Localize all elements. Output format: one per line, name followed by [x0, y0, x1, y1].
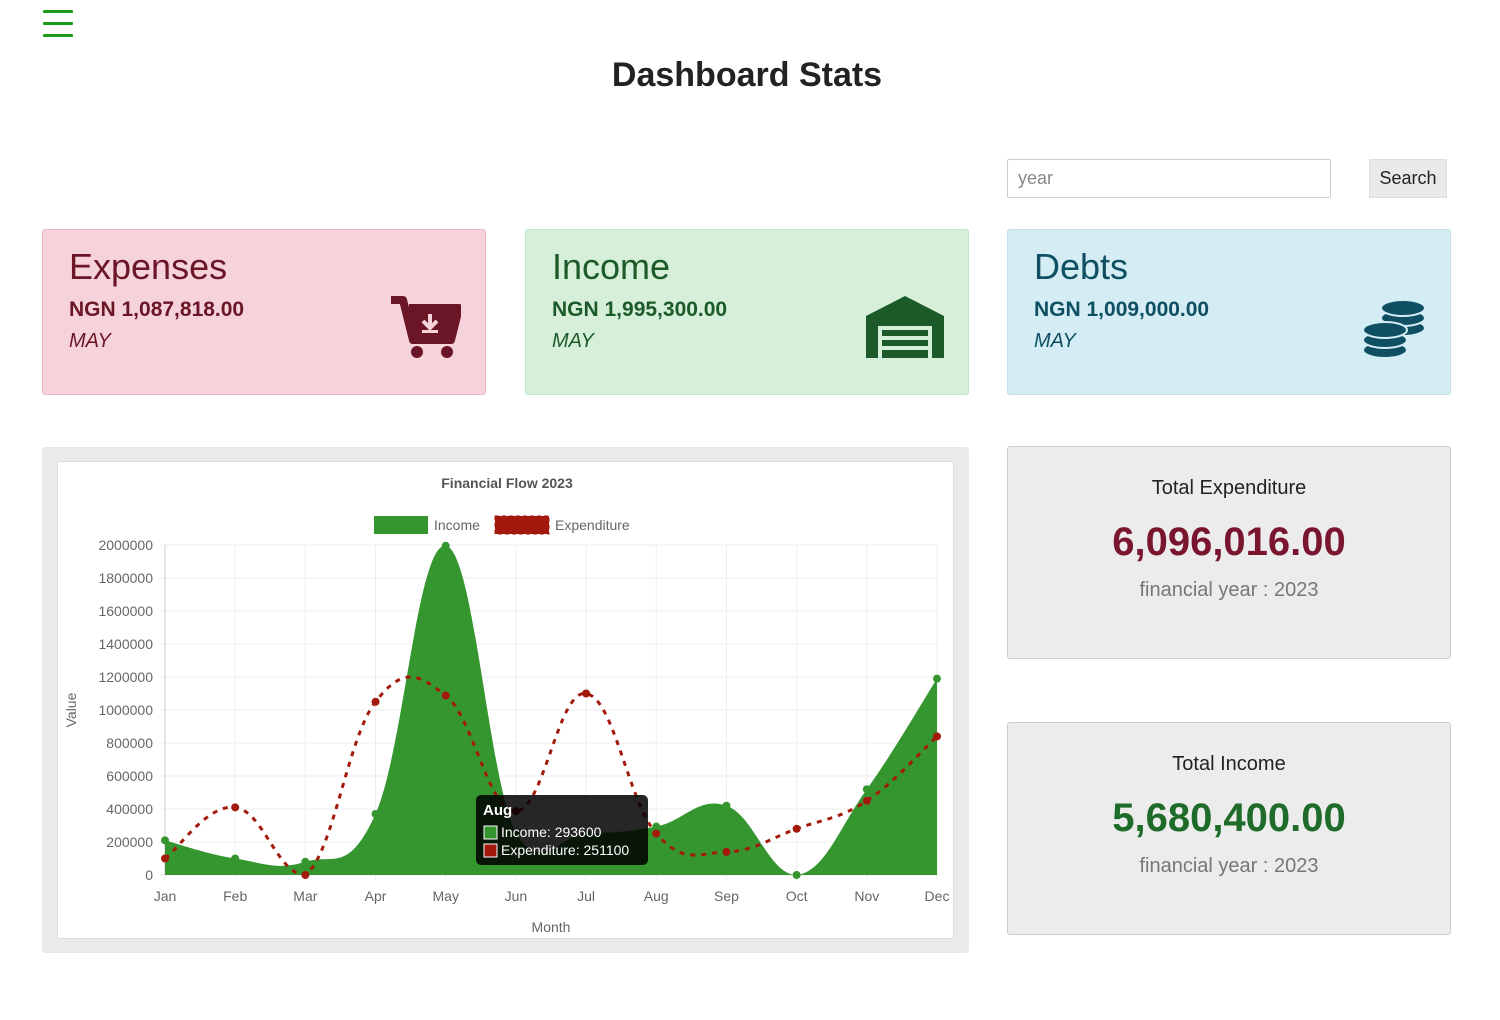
expenditure-point[interactable] — [161, 854, 169, 863]
total-income-panel: Total Income 5,680,400.00 financial year… — [1007, 722, 1451, 935]
warehouse-icon — [866, 296, 944, 358]
y-tick-label: 1800000 — [98, 570, 153, 586]
x-tick-label: Apr — [365, 888, 387, 904]
y-tick-label: 600000 — [106, 768, 153, 784]
total-expenditure-panel: Total Expenditure 6,096,016.00 financial… — [1007, 446, 1451, 659]
income-point[interactable] — [231, 854, 240, 863]
expenditure-point[interactable] — [582, 689, 591, 698]
expenses-card: Expenses NGN 1,087,818.00 MAY — [42, 229, 486, 395]
y-tick-label: 1200000 — [98, 669, 153, 685]
y-tick-label: 1600000 — [98, 603, 153, 619]
legend-income-label[interactable]: Income — [434, 517, 480, 533]
x-axis-label: Month — [532, 919, 571, 935]
search-button[interactable]: Search — [1369, 159, 1447, 198]
coins-icon — [1363, 299, 1426, 359]
income-point[interactable] — [371, 809, 380, 818]
chart-tooltip: Aug Income: 293600 Expenditure: 251100 — [476, 795, 648, 865]
income-card: Income NGN 1,995,300.00 MAY — [525, 229, 969, 395]
x-tick-label: Sep — [714, 888, 739, 904]
legend-expenditure-label[interactable]: Expenditure — [555, 517, 630, 533]
income-point[interactable] — [441, 541, 450, 550]
stat-value: 5,680,400.00 — [1112, 796, 1346, 840]
stat-title: Total Expenditure — [1151, 477, 1307, 499]
cart-download-icon — [391, 296, 461, 358]
expenditure-point[interactable] — [722, 847, 731, 856]
tooltip-expenditure: Expenditure: 251100 — [501, 842, 629, 858]
expenditure-point[interactable] — [862, 796, 871, 805]
income-point[interactable] — [792, 871, 801, 879]
x-tick-label: Jun — [505, 888, 528, 904]
legend-expenditure-swatch[interactable] — [494, 515, 550, 535]
y-axis-label: Value — [63, 692, 79, 727]
debts-card: Debts NGN 1,009,000.00 MAY — [1007, 229, 1451, 395]
income-point[interactable] — [862, 785, 871, 794]
income-point[interactable] — [161, 836, 169, 845]
expenditure-point[interactable] — [652, 829, 661, 838]
income-point[interactable] — [652, 822, 661, 831]
stat-title: Total Income — [1172, 753, 1286, 775]
y-tick-label: 0 — [145, 867, 153, 883]
expenditure-point[interactable] — [301, 871, 310, 879]
expenditure-point[interactable] — [441, 691, 450, 700]
x-tick-label: Nov — [854, 888, 879, 904]
stat-subtitle: financial year : 2023 — [1139, 579, 1319, 601]
card-month: MAY — [552, 330, 594, 352]
card-value: NGN 1,995,300.00 — [552, 298, 728, 321]
y-tick-label: 800000 — [106, 735, 153, 751]
card-value: NGN 1,087,818.00 — [69, 298, 245, 321]
stat-value: 6,096,016.00 — [1112, 520, 1346, 564]
stat-subtitle: financial year : 2023 — [1139, 855, 1319, 877]
x-tick-label: Feb — [223, 888, 247, 904]
year-search-input[interactable] — [1007, 159, 1331, 198]
y-tick-label: 1000000 — [98, 702, 153, 718]
income-area — [165, 545, 937, 875]
y-tick-label: 400000 — [106, 801, 153, 817]
legend-income-swatch[interactable] — [374, 516, 428, 534]
tooltip-income: Income: 293600 — [501, 824, 602, 840]
income-point[interactable] — [933, 674, 941, 683]
y-tick-label: 200000 — [106, 834, 153, 850]
card-title: Expenses — [69, 246, 228, 287]
x-tick-label: Aug — [644, 888, 669, 904]
x-tick-label: Oct — [786, 888, 808, 904]
card-month: MAY — [69, 330, 111, 352]
page-title: Dashboard Stats — [611, 56, 883, 94]
x-tick-label: Mar — [293, 888, 317, 904]
card-title: Income — [552, 246, 671, 287]
expenditure-point[interactable] — [231, 803, 240, 812]
financial-flow-chart[interactable]: Financial Flow 2023 Income Expenditure V… — [58, 462, 955, 940]
y-tick-label: 2000000 — [98, 537, 153, 553]
chart-title: Financial Flow 2023 — [441, 475, 573, 491]
y-tick-label: 1400000 — [98, 636, 153, 652]
expenditure-point[interactable] — [371, 697, 380, 706]
card-month: MAY — [1034, 330, 1076, 352]
x-tick-label: May — [433, 888, 459, 904]
x-tick-label: Jul — [577, 888, 595, 904]
x-tick-label: Dec — [925, 888, 950, 904]
hamburger-menu-icon[interactable] — [43, 10, 73, 40]
income-point[interactable] — [722, 801, 731, 810]
x-tick-label: Jan — [154, 888, 177, 904]
expenditure-point[interactable] — [792, 824, 801, 833]
card-title: Debts — [1034, 246, 1129, 287]
expenditure-point[interactable] — [933, 732, 941, 741]
tooltip-title: Aug — [483, 802, 512, 819]
income-point[interactable] — [301, 857, 310, 866]
chart-panel: Financial Flow 2023 Income Expenditure V… — [42, 447, 969, 953]
card-value: NGN 1,009,000.00 — [1034, 298, 1210, 321]
